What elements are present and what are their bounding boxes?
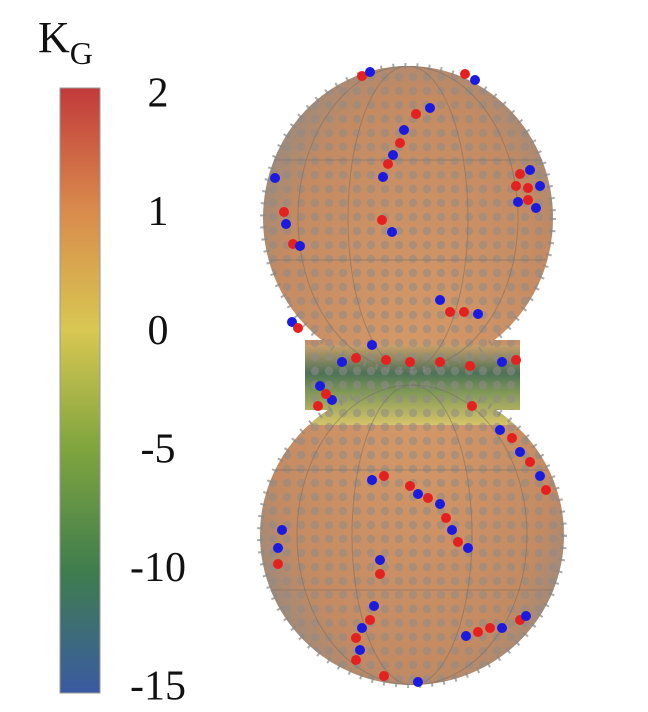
colorbar-title: KG <box>38 13 93 71</box>
title-subscript: G <box>70 35 93 71</box>
colorbar <box>59 87 101 694</box>
colorbar-tick-label: -5 <box>141 426 176 472</box>
colorbar-tick-label: 2 <box>148 71 169 117</box>
vesicle-outline <box>257 63 567 688</box>
defects <box>270 67 551 687</box>
colorbar-tick-label: 1 <box>148 189 169 235</box>
vesicle <box>260 66 564 685</box>
title-main: K <box>38 13 70 62</box>
colorbar-tick-label: -15 <box>130 664 186 710</box>
colorbar-ticks: 2 1 0 -5 -10 -15 <box>130 71 186 710</box>
colorbar-tick-label: 0 <box>148 308 169 354</box>
colorbar-tick-label: -10 <box>130 545 186 591</box>
